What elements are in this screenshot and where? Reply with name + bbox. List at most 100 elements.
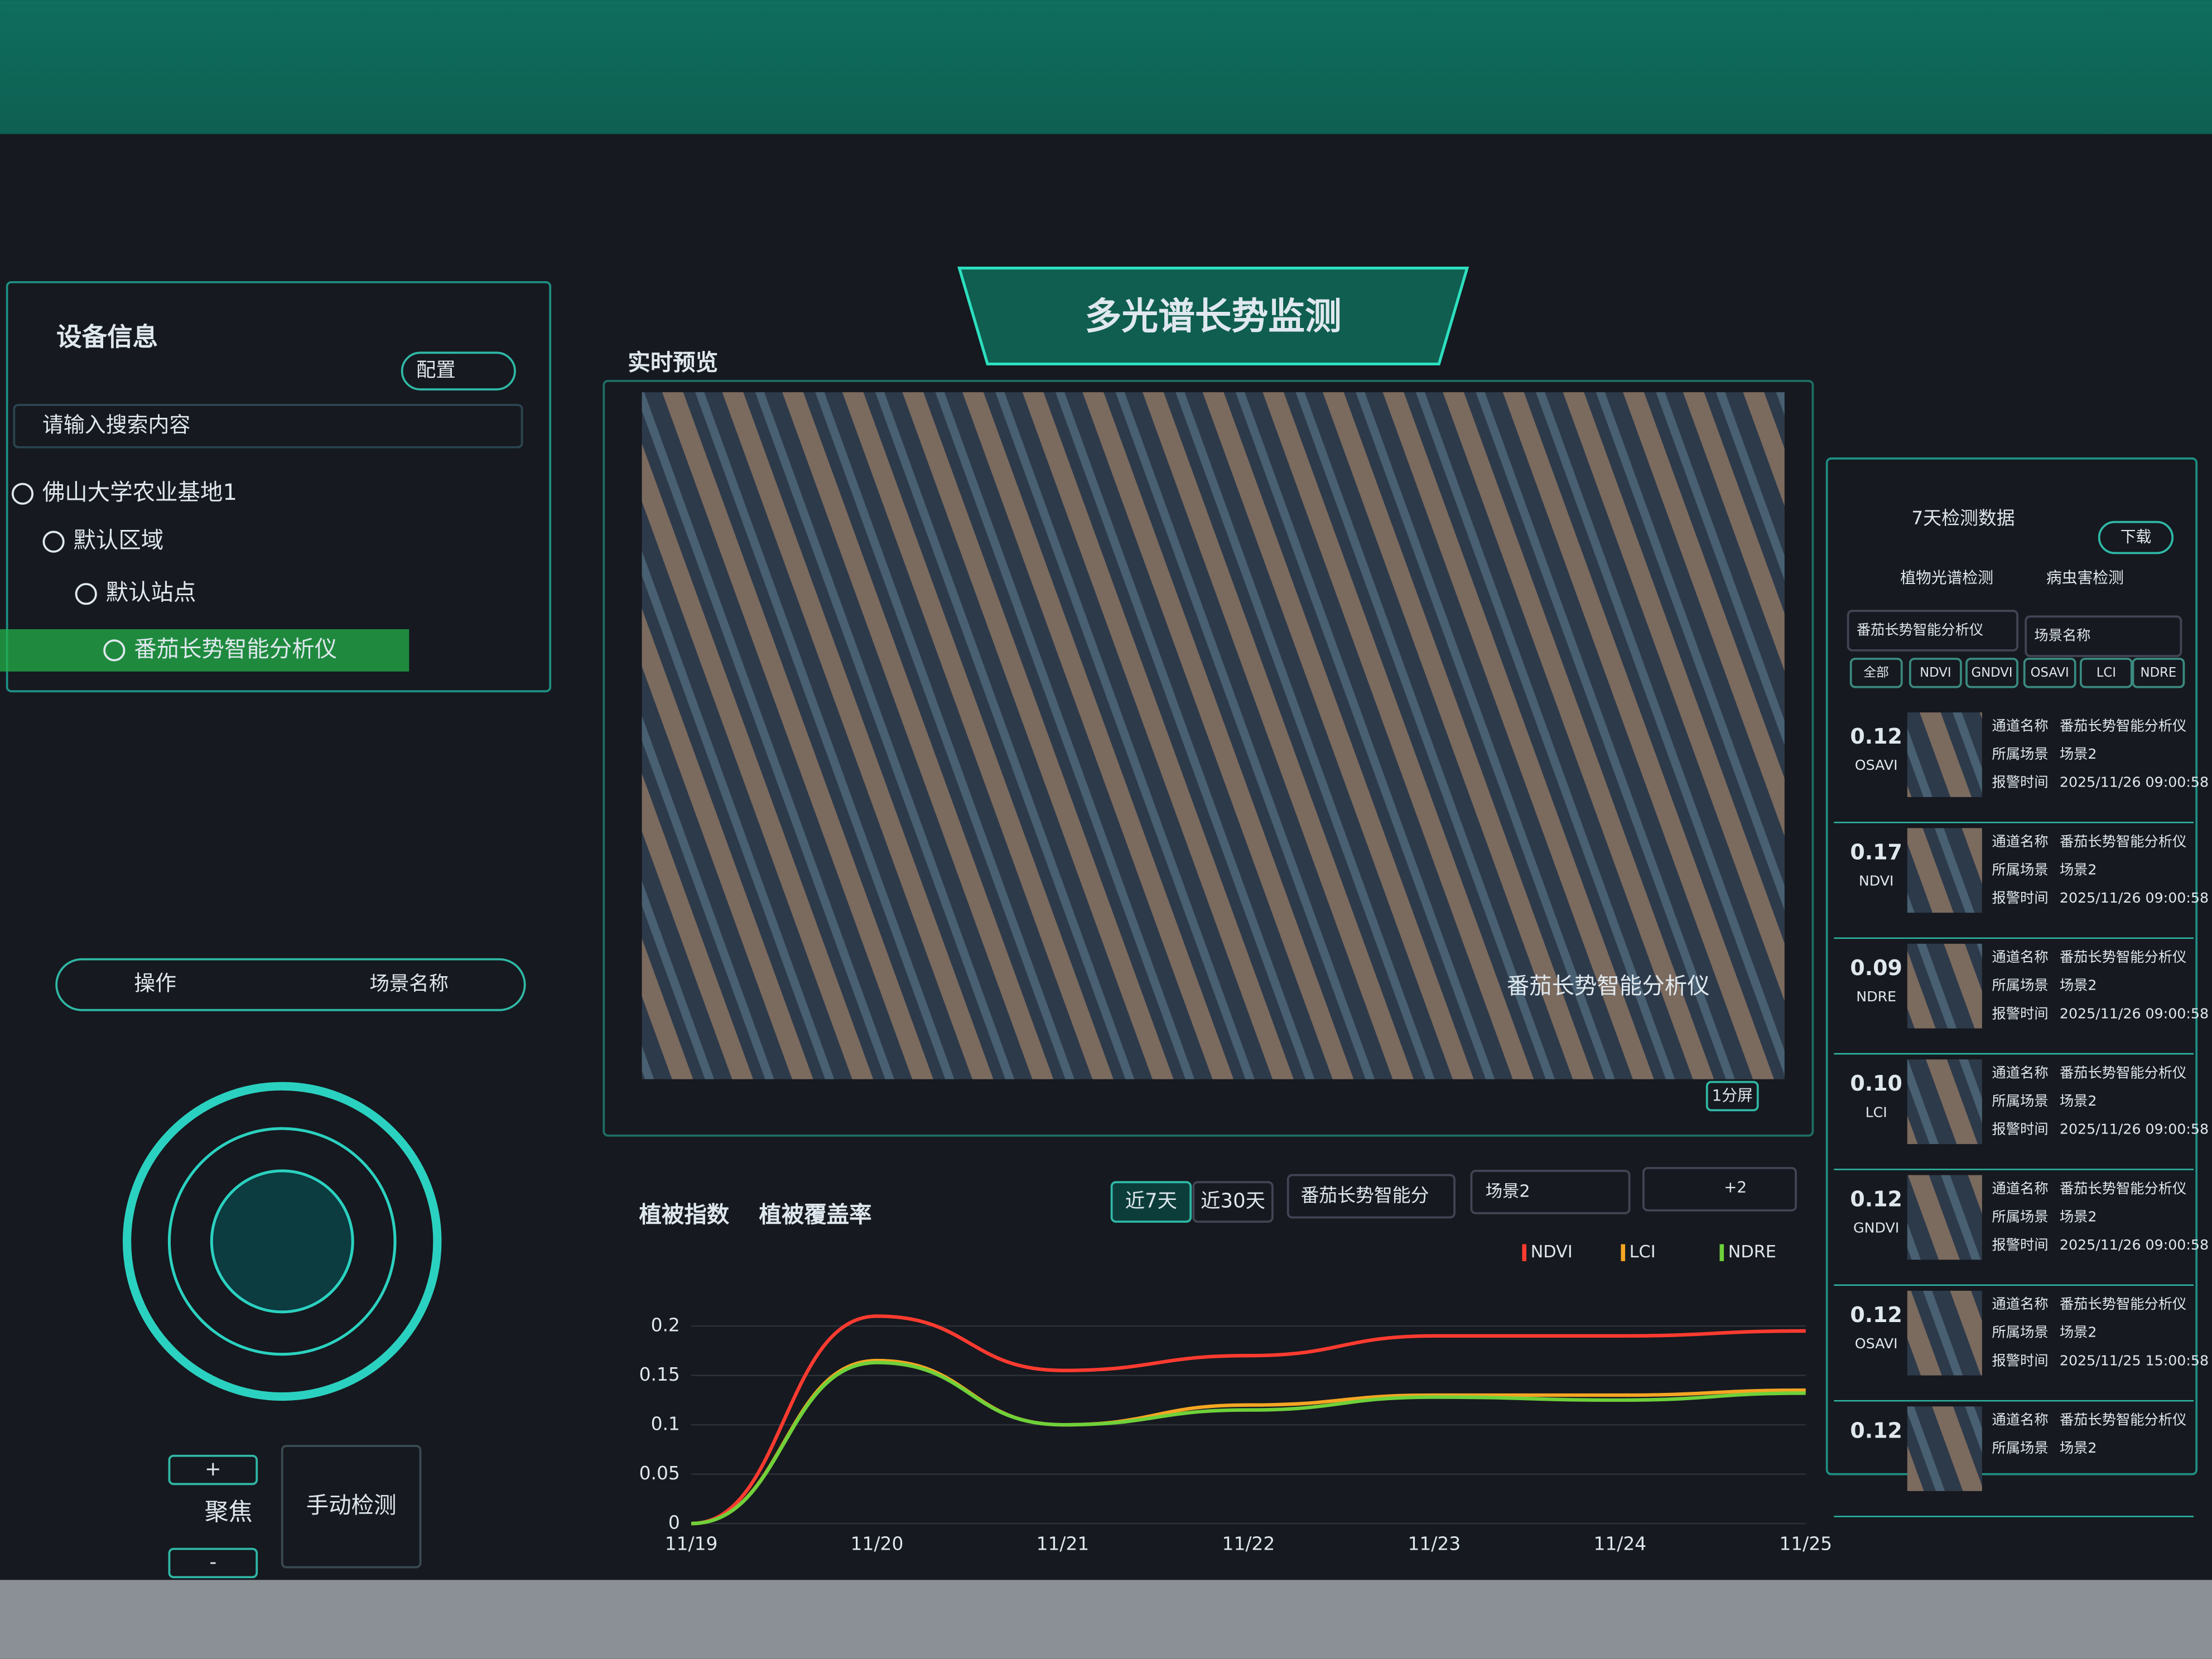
manual-detect[interactable]	[281, 1445, 422, 1569]
x-tick-label: 11/19	[665, 1533, 718, 1555]
record-field-label: 所属场景	[1992, 1093, 2049, 1109]
filter-button[interactable]	[1965, 658, 2018, 688]
records-device-label[interactable]: 番茄长势智能分析仪	[1857, 621, 1983, 638]
legend-label: NDRE	[1728, 1242, 1776, 1262]
layout-button[interactable]	[1705, 1081, 1759, 1112]
records-frame	[1825, 457, 2198, 1475]
record-field-value: 2025/11/25 15:00:58	[2060, 1352, 2209, 1368]
trend-tab[interactable]: 植被指数	[639, 1201, 730, 1228]
legend-swatch	[1719, 1244, 1724, 1261]
tree-node[interactable]: 佛山大学农业基地1	[42, 479, 237, 505]
range-label[interactable]: 近30天	[1201, 1190, 1265, 1213]
record-thumbnail[interactable]	[1907, 1059, 1982, 1144]
zoom-in[interactable]	[168, 1454, 258, 1486]
device-select[interactable]	[1286, 1174, 1456, 1219]
record-field-value: 场景2	[2060, 861, 2097, 877]
scene-select[interactable]	[1470, 1170, 1631, 1214]
record-index: LCI	[1866, 1104, 1887, 1120]
filter-button[interactable]	[2023, 658, 2076, 688]
scene-select[interactable]: 场景名称	[370, 972, 449, 995]
record-index: NDRE	[1856, 988, 1896, 1005]
y-tick-label: 0.05	[639, 1462, 680, 1484]
filter-label[interactable]: NDVI	[1920, 665, 1951, 680]
record-value: 0.12	[1850, 1418, 1902, 1443]
record-thumbnail[interactable]	[1907, 943, 1982, 1029]
record-field-value: 场景2	[2060, 1208, 2097, 1224]
preview-frame	[603, 379, 1814, 1137]
search-box[interactable]	[13, 403, 523, 448]
zoom-in-label[interactable]: +	[205, 1458, 221, 1480]
focus-button[interactable]: 聚焦	[205, 1498, 253, 1526]
filter-label[interactable]: LCI	[2097, 665, 2116, 680]
records-title: 7天检测数据	[1911, 507, 2015, 529]
tree-icon	[103, 639, 126, 662]
record-field-label: 所属场景	[1992, 977, 2049, 994]
more-tag[interactable]: +2	[1724, 1178, 1747, 1196]
filter-label[interactable]: 全部	[1863, 665, 1889, 680]
record-field-value: 2025/11/26 09:00:58	[2060, 890, 2209, 906]
legend-swatch	[1621, 1244, 1626, 1261]
record-field-value: 场景2	[2060, 1093, 2097, 1109]
download-button[interactable]	[2098, 520, 2174, 554]
record-field-label: 所属场景	[1992, 861, 2049, 877]
tree-node[interactable]: 番茄长势智能分析仪	[134, 635, 337, 662]
record-field-label: 通道名称	[1992, 717, 2049, 734]
tree-icon	[11, 483, 34, 505]
record-field-value: 番茄长势智能分析仪	[2060, 949, 2186, 965]
filter-label[interactable]: OSAVI	[2031, 665, 2069, 680]
config-button[interactable]	[401, 351, 516, 390]
config-label[interactable]: 配置	[416, 359, 456, 382]
record-field-value: 2025/11/26 09:00:58	[2060, 1237, 2209, 1253]
floor	[0, 1580, 2212, 1659]
records-scene-label[interactable]: 场景名称	[2034, 628, 2090, 644]
record-thumbnail[interactable]	[1907, 712, 1982, 797]
filter-button[interactable]	[2132, 658, 2185, 688]
record-thumbnail[interactable]	[1907, 828, 1982, 913]
tree-icon	[42, 531, 65, 553]
legend-label: LCI	[1630, 1242, 1656, 1262]
legend-swatch	[1522, 1244, 1527, 1261]
ptz-dial	[122, 1082, 442, 1401]
tree-node[interactable]: 默认区域	[73, 527, 163, 553]
record-thumbnail[interactable]	[1907, 1406, 1982, 1491]
device-select-label[interactable]: 番茄长势智能分	[1300, 1184, 1429, 1206]
scene-tag[interactable]: 场景2	[1486, 1181, 1530, 1201]
filter-button[interactable]	[1909, 658, 1962, 688]
search-placeholder[interactable]: 请输入搜索内容	[42, 412, 190, 437]
control-title: 操作	[134, 971, 176, 996]
zoom-out-label[interactable]: -	[209, 1551, 216, 1574]
x-tick-label: 11/25	[1779, 1533, 1832, 1555]
filter-label[interactable]: GNDVI	[1971, 665, 2012, 680]
index-select[interactable]	[1642, 1166, 1797, 1212]
y-tick-label: 0	[668, 1512, 680, 1533]
records-tab[interactable]: 病虫害检测	[2046, 568, 2124, 587]
x-tick-label: 11/23	[1408, 1533, 1461, 1555]
zoom-out[interactable]	[168, 1547, 258, 1579]
records-tab[interactable]: 植物光谱检测	[1900, 568, 1993, 587]
download-label[interactable]: 下载	[2121, 528, 2152, 546]
records-scene-select[interactable]	[2025, 615, 2182, 657]
x-tick-label: 11/21	[1037, 1533, 1090, 1555]
filter-label[interactable]: NDRE	[2141, 665, 2177, 680]
ptz-dial	[167, 1127, 397, 1356]
range-label[interactable]: 近7天	[1125, 1190, 1177, 1213]
filter-button[interactable]	[2079, 658, 2133, 688]
range-button[interactable]	[1192, 1181, 1274, 1223]
trend-tab[interactable]: 植被覆盖率	[759, 1201, 871, 1228]
record-field-label: 通道名称	[1992, 1412, 2049, 1428]
record-thumbnail[interactable]	[1907, 1290, 1982, 1376]
record-field-value: 番茄长势智能分析仪	[2060, 1296, 2186, 1312]
record-field-label: 所属场景	[1992, 1440, 2049, 1456]
filter-button[interactable]	[1849, 658, 1903, 688]
records-device-select[interactable]	[1847, 610, 2018, 652]
record-thumbnail[interactable]	[1907, 1175, 1982, 1260]
tree-node[interactable]: 默认站点	[106, 579, 196, 606]
record-field-label: 通道名称	[1992, 1180, 2049, 1197]
legend-label: NDVI	[1531, 1242, 1573, 1262]
layout-label[interactable]: 1分屏	[1712, 1086, 1753, 1105]
y-tick-label: 0.15	[639, 1363, 680, 1385]
manual-detect-label[interactable]: 手动检测	[306, 1492, 397, 1518]
tree-selected	[0, 629, 409, 672]
range-button[interactable]	[1110, 1181, 1192, 1223]
